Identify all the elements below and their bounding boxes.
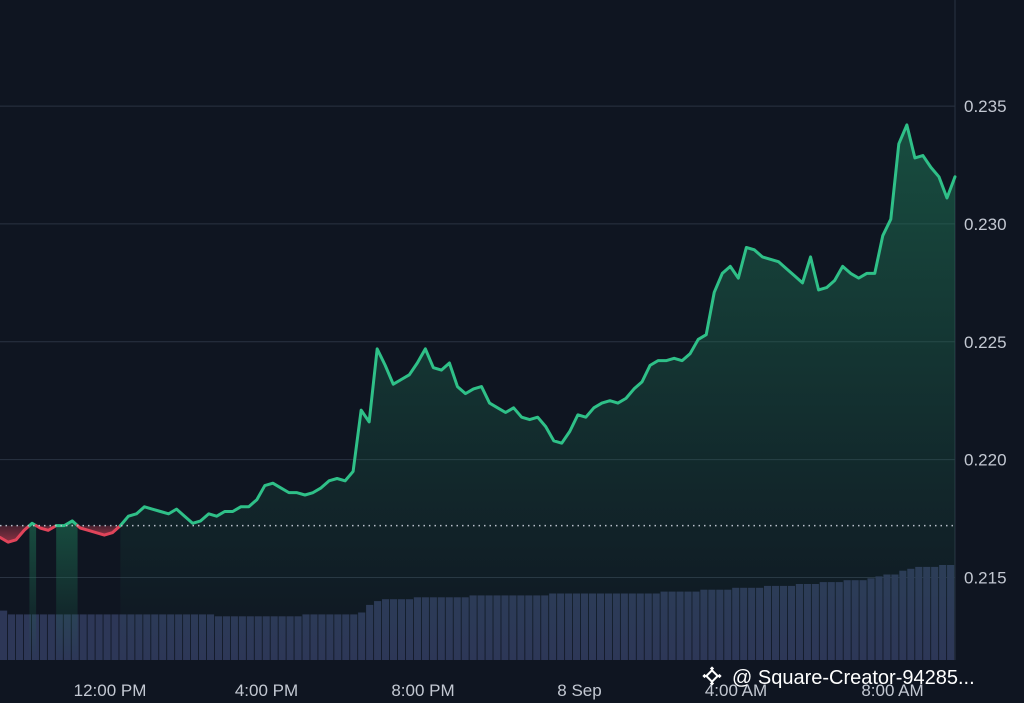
x-tick-label: 8:00 AM (861, 681, 923, 700)
volume-bar (103, 614, 111, 660)
price-line-up (54, 519, 80, 528)
price-area-down (0, 525, 30, 543)
volume-bar (111, 614, 119, 660)
volume-bar (47, 614, 55, 660)
y-tick-label: 0.220 (964, 451, 1007, 470)
price-line-up (27, 521, 38, 528)
y-tick-label: 0.235 (964, 97, 1007, 116)
y-tick-label: 0.225 (964, 333, 1007, 352)
volume-bar (23, 614, 32, 660)
watermark: @ Square-Creator-94285... (702, 666, 975, 689)
volume-bar (7, 614, 16, 660)
watermark-text: @ Square-Creator-94285... (732, 667, 975, 689)
x-axis-ticks: 12:00 PM 4:00 PM 8:00 PM 8 Sep 4:00 AM 8:00 A… (74, 681, 924, 700)
price-area-up (120, 124, 955, 661)
price-area-up (29, 523, 37, 660)
y-axis-ticks: 0.235 0.230 0.225 0.220 0.215 (964, 97, 1007, 587)
price-areas (0, 124, 955, 661)
volume-bar (79, 614, 87, 660)
volume-bar (15, 614, 24, 660)
volume-bar (87, 614, 95, 660)
volume-bar (95, 614, 103, 660)
y-tick-label: 0.215 (964, 569, 1007, 588)
price-area-up (56, 520, 78, 660)
x-tick-label: 12:00 PM (74, 681, 147, 700)
x-tick-label: 4:00 AM (705, 681, 767, 700)
volume-bar (39, 614, 47, 660)
volume-bar (0, 610, 8, 660)
x-tick-label: 8 Sep (557, 681, 601, 700)
price-line-down (34, 524, 58, 532)
x-tick-label: 4:00 PM (235, 681, 298, 700)
x-tick-label: 8:00 PM (391, 681, 454, 700)
price-line-down (76, 524, 122, 537)
price-line-down (0, 524, 31, 544)
price-line-up (118, 123, 957, 528)
y-tick-label: 0.230 (964, 215, 1007, 234)
price-lines (0, 123, 957, 544)
